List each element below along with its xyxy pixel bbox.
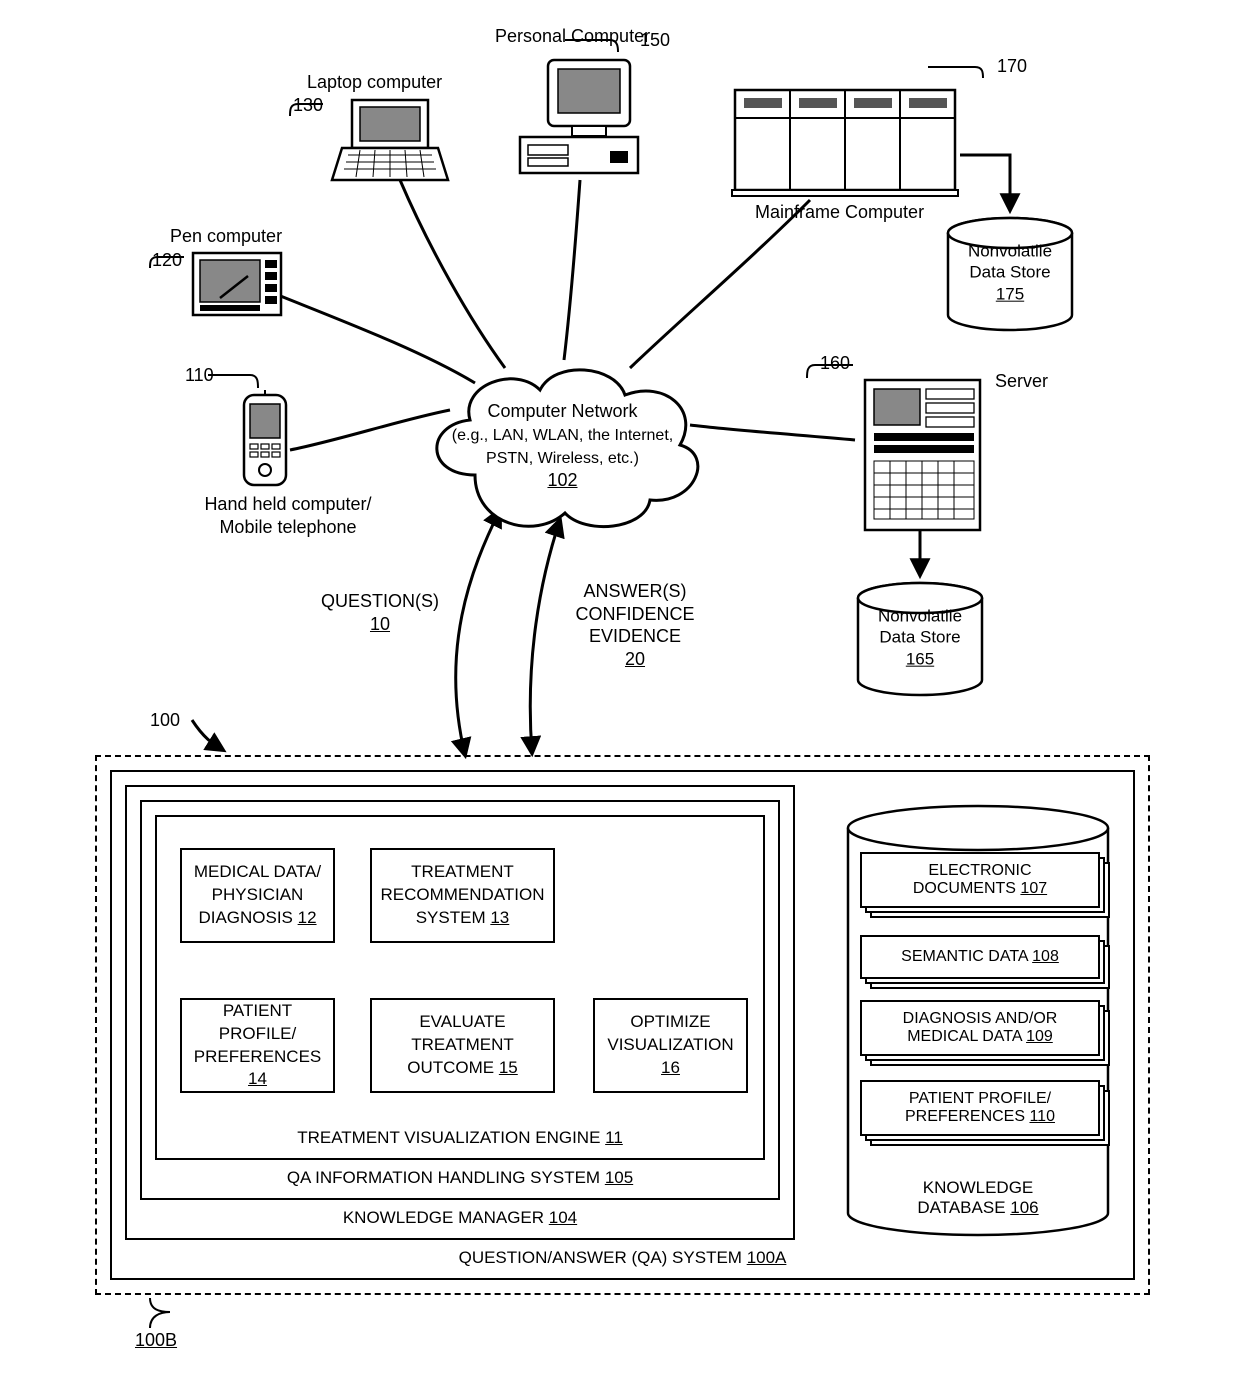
diagram-canvas: 110 Hand held computer/ Mobile telephone… [0, 0, 1240, 1388]
trs-l3: SYSTEM [416, 908, 491, 927]
eto-box: EVALUATE TREATMENT OUTCOME 15 [370, 998, 555, 1093]
ov-ref: 16 [661, 1058, 680, 1077]
kdb-ref: 106 [1010, 1198, 1038, 1217]
pp-box: PATIENT PROFILE/ PREFERENCES 14 [180, 998, 335, 1093]
trs-l1: TREATMENT [411, 862, 514, 881]
md-l2: PHYSICIAN [212, 885, 304, 904]
md-ref: 12 [298, 908, 317, 927]
eto-label: EVALUATE TREATMENT OUTCOME 15 [407, 1011, 518, 1080]
dm-ref: 109 [1026, 1028, 1053, 1045]
md-label: MEDICAL DATA/ PHYSICIAN DIAGNOSIS 12 [194, 861, 321, 930]
pp-ref: 14 [248, 1069, 267, 1088]
qahs-text: QA INFORMATION HANDLING SYSTEM [287, 1168, 605, 1187]
pp-l1: PATIENT [223, 1001, 292, 1020]
md-l3: DIAGNOSIS [198, 908, 297, 927]
eto-ref: 15 [499, 1058, 518, 1077]
tve-ref: 11 [605, 1128, 623, 1147]
eto-l3: OUTCOME [407, 1058, 499, 1077]
km-ref: 104 [549, 1208, 577, 1227]
qahs-label: QA INFORMATION HANDLING SYSTEM 105 [287, 1167, 633, 1190]
dm-box: DIAGNOSIS AND/ORMEDICAL DATA 109 [860, 1000, 1100, 1056]
ppref-ref: 110 [1029, 1108, 1055, 1125]
trs-label: TREATMENT RECOMMENDATION SYSTEM 13 [380, 861, 544, 930]
md-box: MEDICAL DATA/ PHYSICIAN DIAGNOSIS 12 [180, 848, 335, 943]
qahs-ref: 105 [605, 1168, 633, 1187]
qa-system-label: QUESTION/ANSWER (QA) SYSTEM 100A [459, 1247, 787, 1270]
qa-system-ref: 100A [747, 1248, 787, 1267]
trs-ref: 13 [490, 908, 509, 927]
md-l1: MEDICAL DATA/ [194, 862, 321, 881]
sd-ref: 108 [1032, 948, 1059, 965]
trs-box: TREATMENT RECOMMENDATION SYSTEM 13 [370, 848, 555, 943]
km-text: KNOWLEDGE MANAGER [343, 1208, 549, 1227]
outer-ref: 100B [135, 1330, 177, 1351]
ov-l1: OPTIMIZE [630, 1012, 710, 1031]
ov-box: OPTIMIZE VISUALIZATION 16 [593, 998, 748, 1093]
trs-l2: RECOMMENDATION [380, 885, 544, 904]
pp-label: PATIENT PROFILE/ PREFERENCES 14 [188, 1000, 327, 1092]
eto-l1: EVALUATE [419, 1012, 505, 1031]
ov-label: OPTIMIZE VISUALIZATION 16 [607, 1011, 733, 1080]
ed-ref: 107 [1020, 880, 1047, 897]
tve-text: TREATMENT VISUALIZATION ENGINE [297, 1128, 605, 1147]
km-label: KNOWLEDGE MANAGER 104 [343, 1207, 577, 1230]
qa-system-text: QUESTION/ANSWER (QA) SYSTEM [459, 1248, 747, 1267]
tve-label: TREATMENT VISUALIZATION ENGINE 11 [297, 1127, 623, 1150]
pp-l2: PROFILE/ [219, 1024, 296, 1043]
eto-l2: TREATMENT [411, 1035, 514, 1054]
sd-box: SEMANTIC DATA 108 [860, 935, 1100, 979]
kdb-label: KNOWLEDGEDATABASE 106 [838, 1178, 1118, 1218]
ov-l2: VISUALIZATION [607, 1035, 733, 1054]
ed-box: ELECTRONICDOCUMENTS 107 [860, 852, 1100, 908]
pp-l3: PREFERENCES [194, 1047, 322, 1066]
ppref-box: PATIENT PROFILE/PREFERENCES 110 [860, 1080, 1100, 1136]
